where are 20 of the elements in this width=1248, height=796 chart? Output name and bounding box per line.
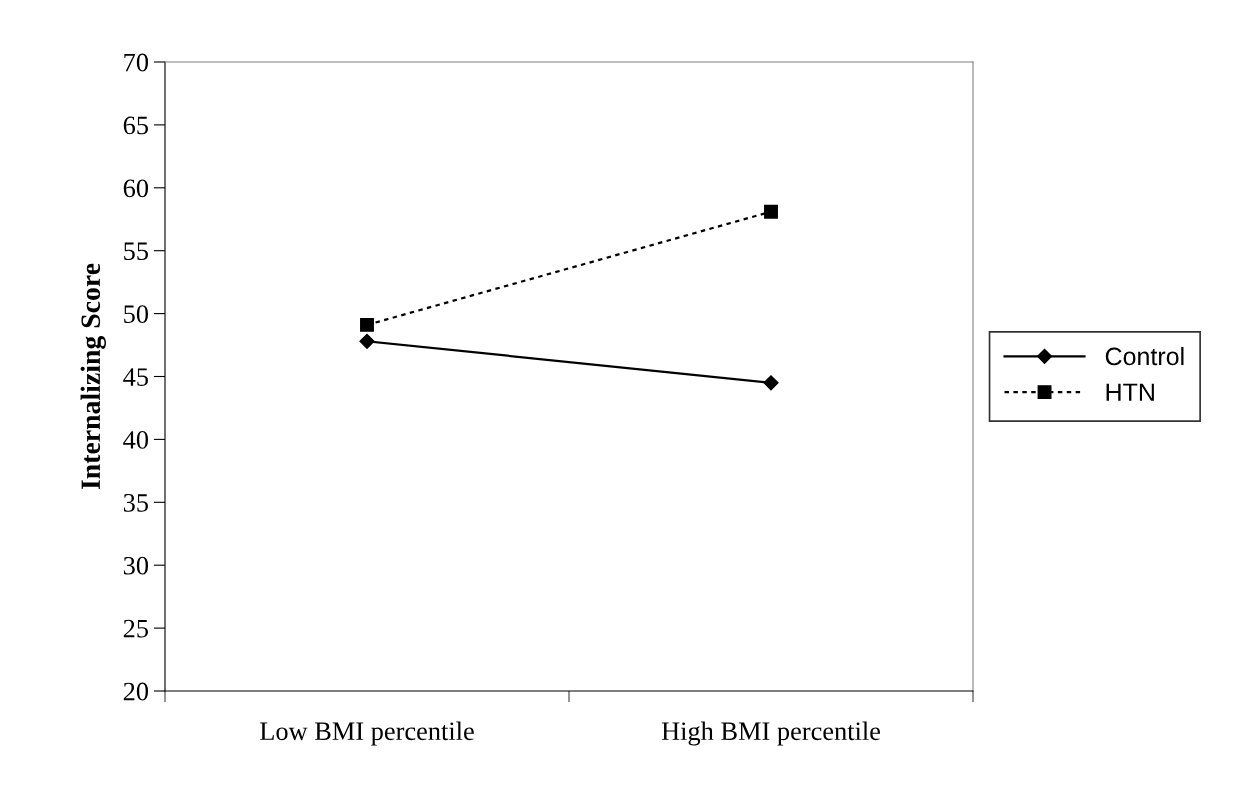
y-tick-label: 55 bbox=[124, 242, 148, 261]
y-tick-label: 20 bbox=[123, 682, 149, 701]
point bbox=[360, 317, 374, 332]
point bbox=[763, 375, 779, 391]
legend-label: HTN bbox=[1106, 383, 1154, 401]
y-tick-label: 45 bbox=[123, 368, 148, 386]
y-tick-label: 65 bbox=[123, 116, 148, 135]
y-tick-label: 70 bbox=[124, 53, 149, 72]
legend-label: Control bbox=[1105, 346, 1184, 366]
x-tick-label: Low BMI percentile bbox=[260, 721, 474, 746]
y-tick-label: 60 bbox=[123, 179, 149, 198]
y-tick-label: 50 bbox=[124, 305, 149, 324]
y-tick-label: 25 bbox=[123, 619, 148, 638]
y-tick-label: 35 bbox=[123, 493, 148, 512]
point bbox=[359, 333, 375, 349]
y-tick-label: 30 bbox=[123, 556, 149, 575]
y-tick-label: 40 bbox=[123, 431, 149, 449]
point bbox=[764, 204, 778, 219]
x-tick-label: High BMI percentile bbox=[661, 721, 881, 746]
y-axis-title: Internalizing Score bbox=[80, 263, 106, 490]
